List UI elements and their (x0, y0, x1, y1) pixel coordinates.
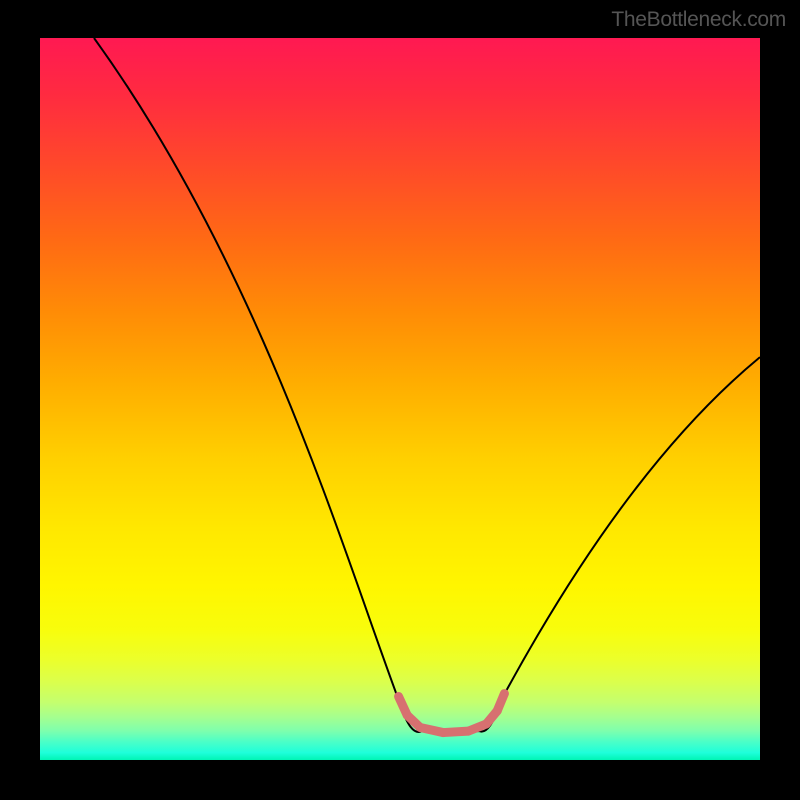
gradient-background (40, 38, 760, 760)
chart-plot-area (40, 38, 760, 760)
watermark-text: TheBottleneck.com (611, 8, 786, 32)
bottleneck-chart (40, 38, 760, 760)
chart-container: TheBottleneck.com (0, 0, 800, 800)
